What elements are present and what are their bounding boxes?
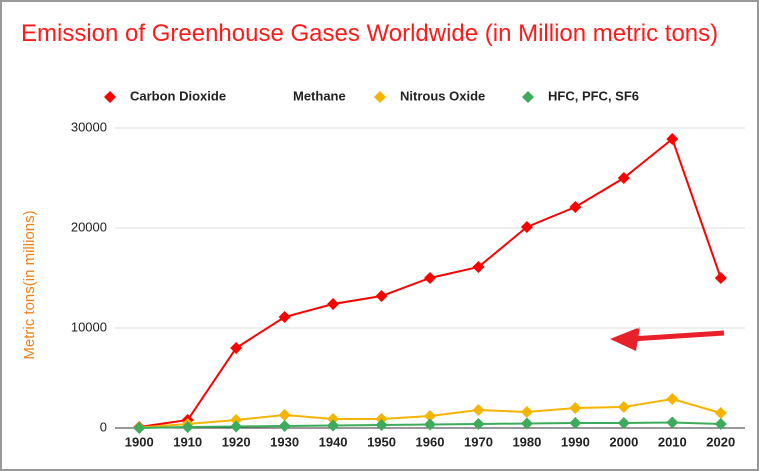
point — [569, 417, 582, 429]
x-tick-label: 1990 — [561, 434, 590, 449]
point — [520, 221, 533, 233]
point — [569, 402, 582, 414]
x-tick-label: 1930 — [270, 434, 299, 449]
x-tick-label: 1900 — [125, 434, 154, 449]
point — [714, 418, 727, 430]
point — [617, 401, 630, 413]
point — [472, 261, 485, 273]
legend-label: Methane — [293, 88, 346, 103]
point — [327, 419, 340, 432]
legend-label: Nitrous Oxide — [400, 88, 485, 103]
x-tick-label: 2020 — [706, 434, 735, 449]
x-tick-label: 1950 — [367, 434, 396, 449]
y-axis-label: Metric tons(in millions) — [21, 210, 38, 359]
point — [424, 410, 436, 422]
point — [666, 393, 679, 405]
point — [133, 422, 146, 434]
point — [230, 342, 243, 354]
point — [327, 298, 340, 310]
legend-label: HFC, PFC, SF6 — [548, 88, 639, 103]
point — [230, 414, 243, 426]
point — [181, 421, 194, 433]
point — [327, 413, 340, 425]
x-tick-label: 1910 — [173, 434, 202, 449]
point — [278, 409, 291, 421]
x-tick-label: 1980 — [512, 434, 541, 449]
y-tick-label: 30000 — [71, 119, 107, 134]
legend-marker — [104, 91, 116, 103]
y-tick-label: 0 — [100, 419, 107, 434]
point — [424, 418, 436, 431]
point — [666, 133, 679, 145]
legend-marker — [374, 91, 386, 103]
x-tick-label: 2000 — [609, 434, 638, 449]
point — [375, 290, 388, 302]
point — [424, 272, 436, 284]
x-tick-label: 1940 — [319, 434, 348, 449]
point — [666, 416, 679, 429]
point — [714, 407, 727, 419]
point — [520, 406, 533, 418]
point — [230, 420, 243, 433]
y-tick-label: 10000 — [71, 319, 107, 334]
point — [714, 272, 727, 284]
point — [617, 417, 630, 429]
arrow — [610, 327, 725, 351]
x-tick-label: 1960 — [416, 434, 445, 449]
point — [472, 418, 485, 430]
chart-title: Emission of Greenhouse Gases Worldwide (… — [21, 20, 719, 47]
point — [569, 201, 582, 213]
x-tick-label: 1920 — [222, 434, 251, 449]
point — [617, 172, 630, 184]
legend-label: Carbon Dioxide — [130, 88, 226, 103]
point — [375, 419, 388, 431]
point — [472, 404, 485, 416]
legend-marker — [522, 91, 534, 103]
y-tick-label: 20000 — [71, 219, 107, 234]
point — [278, 420, 291, 432]
x-tick-label: 2010 — [658, 434, 687, 449]
point — [278, 311, 291, 323]
point — [520, 417, 533, 430]
x-tick-label: 1970 — [464, 434, 493, 449]
